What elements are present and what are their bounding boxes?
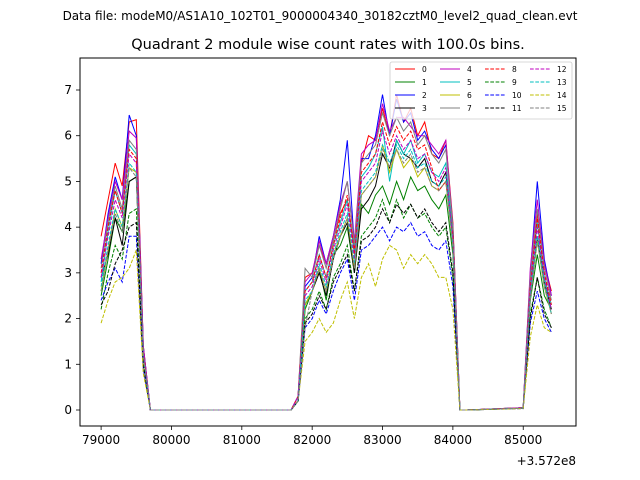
series-line-9 [100,198,552,411]
legend-label-3: 3 [422,104,427,113]
series-layer [100,94,552,411]
x-tick-label: 79000 [82,433,120,447]
figure-suptitle: Data file: modeM0/AS1A10_102T01_90000043… [63,9,578,23]
series-line-2 [100,94,552,411]
legend-label-2: 2 [422,91,427,100]
x-tick-label: 80000 [152,433,190,447]
series-line-11 [100,203,552,411]
legend-label-9: 9 [512,78,517,87]
series-line-10 [100,221,552,411]
x-tick-label: 84000 [434,433,472,447]
chart-title: Quadrant 2 module wise count rates with … [131,37,525,53]
y-axis: 0 1 2 3 4 5 6 7 [64,83,80,417]
x-axis: 79000 80000 81000 82000 83000 84000 85000 [82,426,542,447]
series-line-0 [100,94,552,411]
y-tick-label: 2 [64,312,72,326]
legend-box [389,61,573,120]
x-tick-label: 81000 [223,433,261,447]
legend-label-7: 7 [467,104,472,113]
series-line-7 [100,110,552,411]
x-axis-offset-label: +3.572e8 [517,454,576,468]
series-line-14 [100,244,552,411]
legend-label-8: 8 [512,65,517,74]
y-tick-label: 4 [64,220,72,234]
x-tick-label: 85000 [504,433,542,447]
y-tick-label: 3 [64,266,72,280]
legend-label-1: 1 [422,78,427,87]
series-line-12 [100,129,552,411]
y-tick-label: 1 [64,357,72,371]
series-line-4 [100,103,552,411]
series-line-15 [100,147,552,411]
y-tick-label: 5 [64,174,72,188]
plot-area [79,57,577,427]
x-tick-label: 83000 [363,433,401,447]
x-tick-label: 82000 [293,433,331,447]
legend-label-11: 11 [512,104,522,113]
legend-label-13: 13 [557,78,567,87]
y-tick-label: 6 [64,129,72,143]
legend-label-5: 5 [467,78,472,87]
legend-label-10: 10 [512,91,522,100]
y-tick-label: 0 [64,403,72,417]
legend-label-4: 4 [467,65,472,74]
legend-label-15: 15 [557,104,567,113]
axes-frame [79,57,577,427]
legend-label-0: 0 [422,65,427,74]
series-line-8 [100,120,552,411]
legend-label-6: 6 [467,91,472,100]
legend-label-12: 12 [557,65,567,74]
series-line-13 [100,143,552,411]
legend-label-14: 14 [557,91,567,100]
y-tick-label: 7 [64,83,72,97]
